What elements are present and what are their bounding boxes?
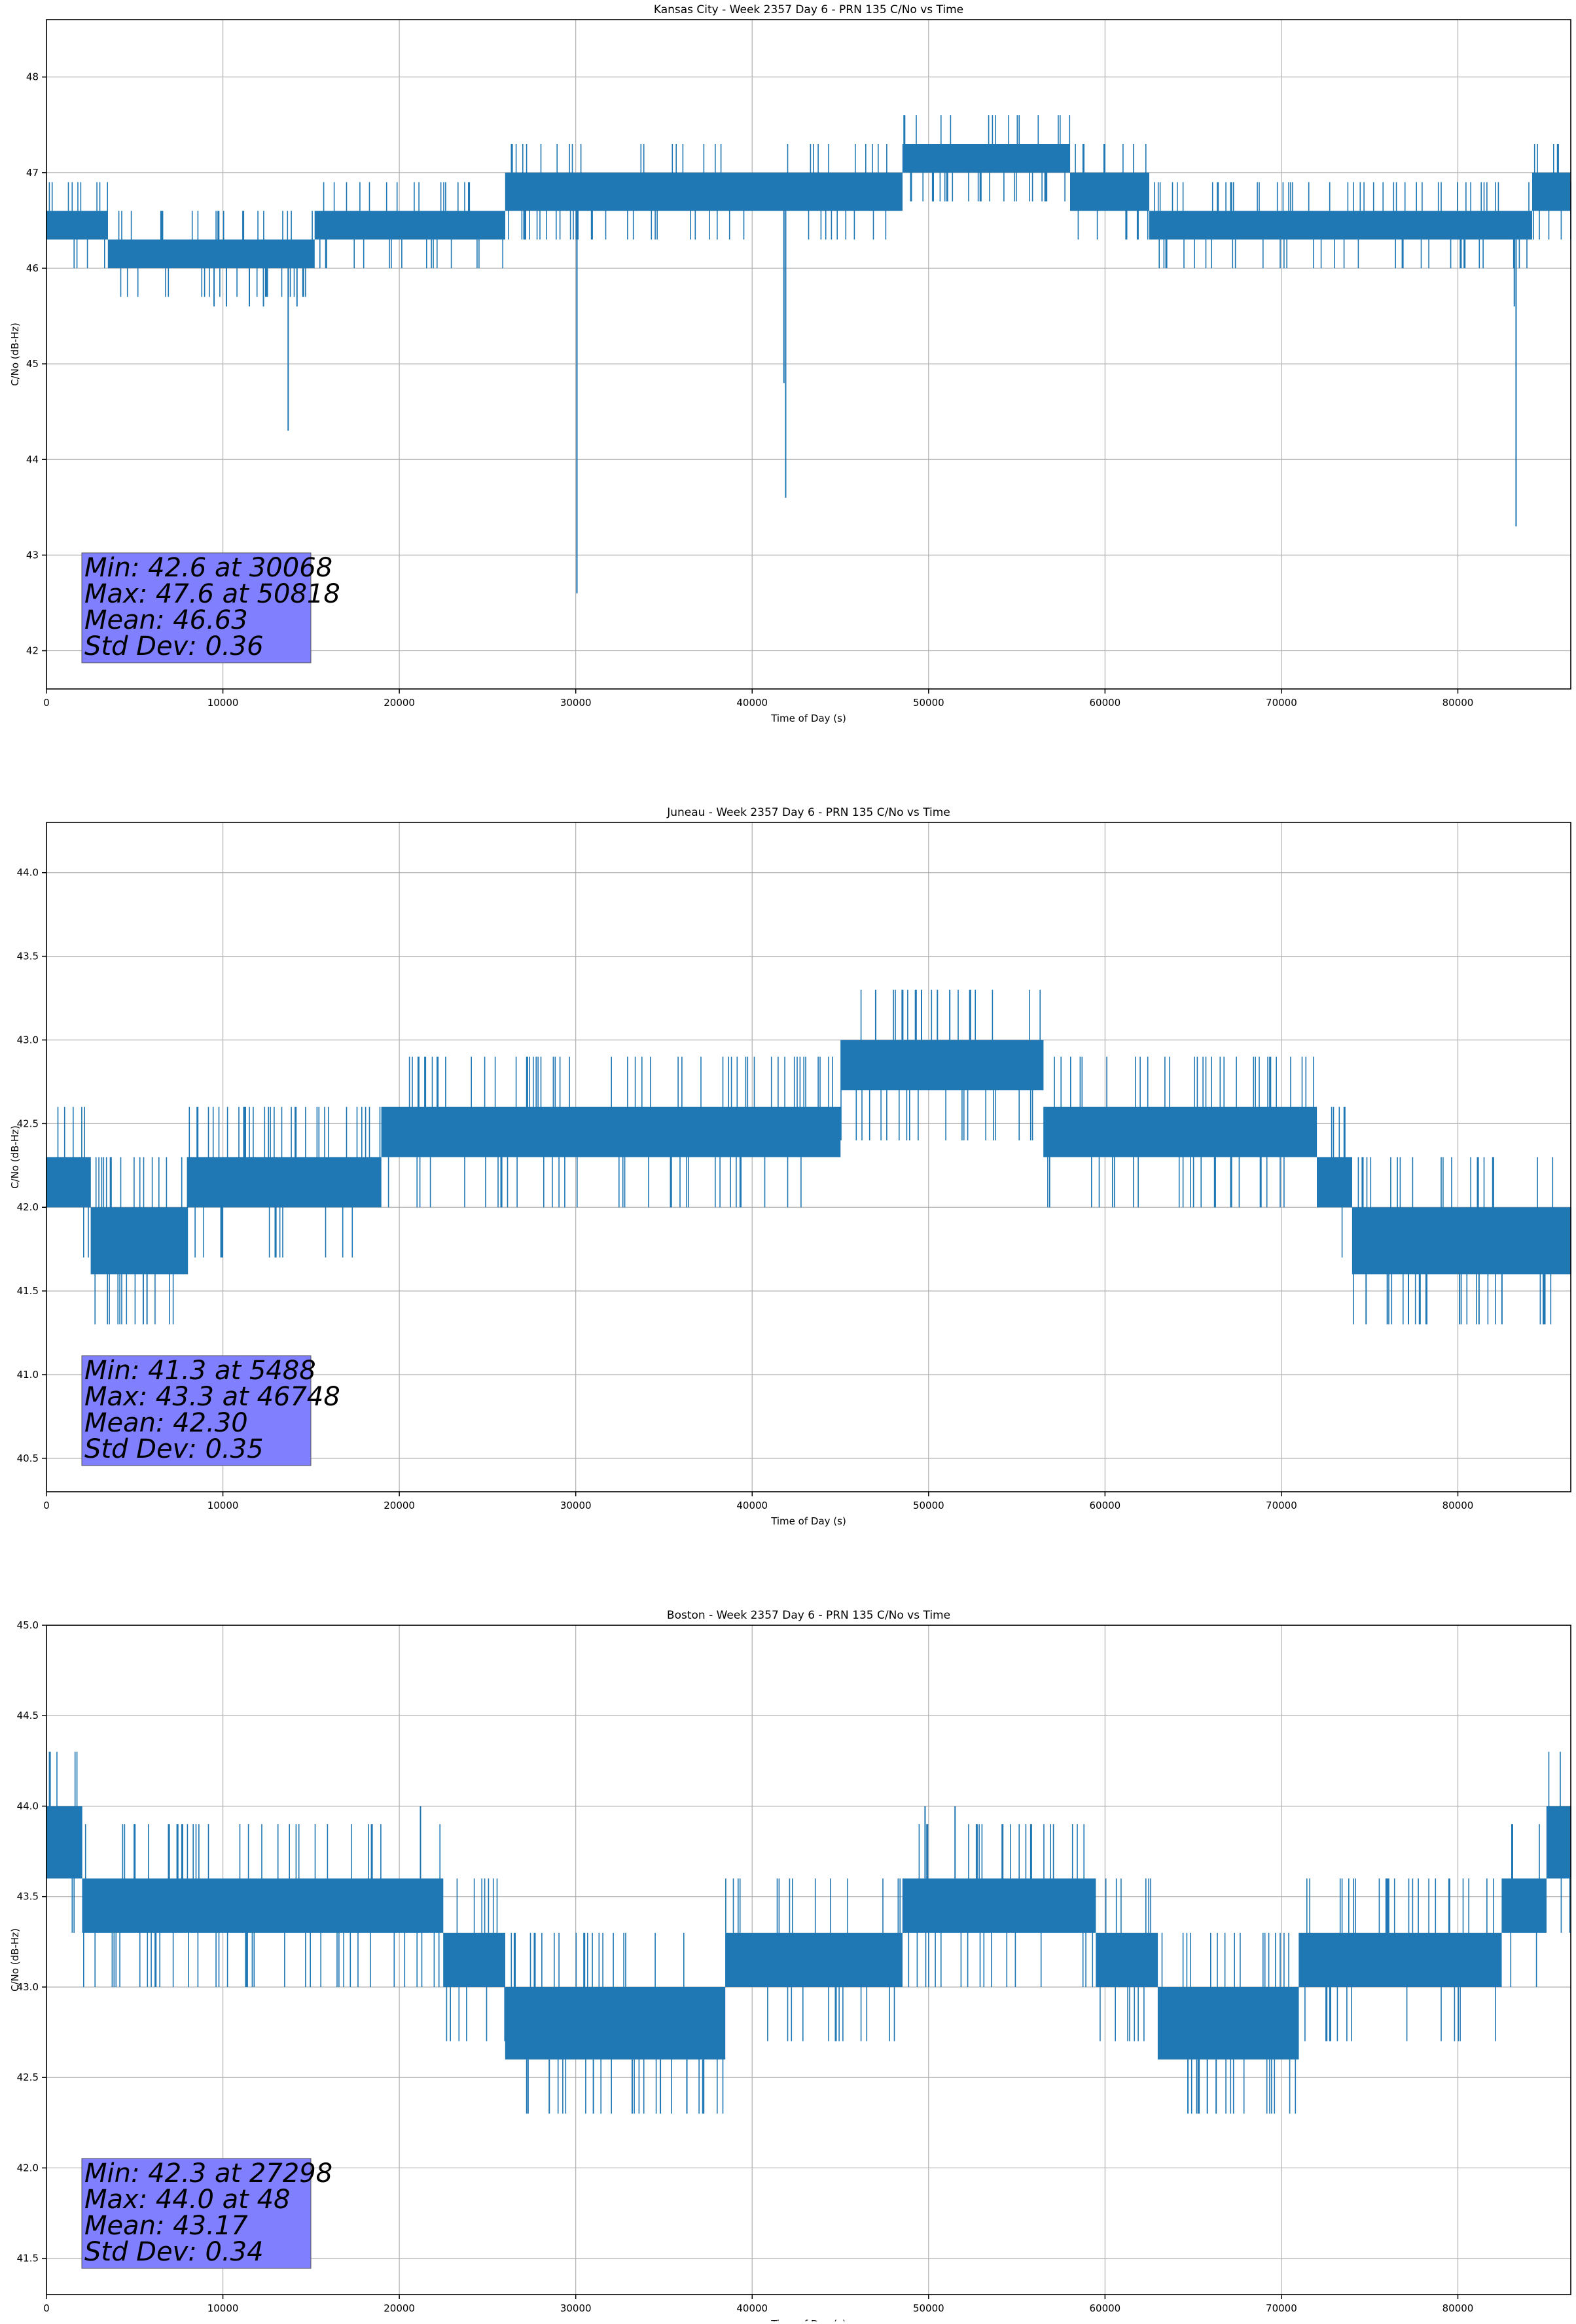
x-tick-label: 60000 — [1090, 697, 1121, 709]
x-tick-label: 60000 — [1090, 1500, 1121, 1511]
y-axis-label: C/No (dB-Hz) — [9, 323, 21, 386]
stats-line: Std Dev: 0.35 — [84, 1434, 264, 1464]
x-axis-label: Time of Day (s) — [770, 713, 846, 724]
x-tick-label: 20000 — [384, 697, 415, 709]
y-tick-label: 44.0 — [17, 1800, 39, 1812]
y-tick-label: 46 — [26, 262, 39, 274]
stats-line: Min: 41.3 at 5488 — [84, 1356, 316, 1386]
x-tick-label: 10000 — [207, 697, 239, 709]
plot-frame — [46, 1625, 1571, 2295]
stats-line: Std Dev: 0.36 — [84, 631, 264, 661]
y-tick-label: 43.5 — [17, 951, 39, 962]
stats-line: Std Dev: 0.34 — [84, 2237, 264, 2267]
x-tick-label: 80000 — [1442, 1500, 1474, 1511]
x-tick-label: 40000 — [736, 1500, 768, 1511]
y-tick-label: 41.5 — [17, 2253, 39, 2264]
chart-panel-2: 0 10000 20000 30000 40000 50000 60000 70000 8000… — [9, 806, 1571, 1527]
x-tick-label: 50000 — [913, 1500, 944, 1511]
x-tick-label: 50000 — [913, 2302, 944, 2314]
x-tick-label: 0 — [43, 697, 50, 709]
x-tick-label: 40000 — [736, 2302, 768, 2314]
x-tick-label: 30000 — [560, 1500, 592, 1511]
stats-line: Mean: 42.30 — [84, 1408, 248, 1438]
x-tick-label: 30000 — [560, 697, 592, 709]
y-tick-label: 42.5 — [17, 2071, 39, 2083]
chart-title: Kansas City - Week 2357 Day 6 - PRN 135 … — [654, 3, 963, 16]
x-tick-label: 20000 — [384, 1500, 415, 1511]
y-tick-label: 43.0 — [17, 1034, 39, 1046]
stats-box — [81, 1355, 312, 1466]
y-axis-label: C/No (dB-Hz) — [9, 1125, 21, 1189]
y-tick-label: 45.0 — [17, 1619, 39, 1631]
x-tick-label: 0 — [43, 1500, 50, 1511]
y-tick-label: 43 — [26, 549, 39, 561]
stats-line: Max: 44.0 at 48 — [84, 2185, 290, 2215]
plot-frame — [46, 822, 1571, 1492]
y-tick-label: 44.5 — [17, 1710, 39, 1721]
stats-line: Mean: 46.63 — [84, 605, 248, 635]
x-tick-label: 0 — [43, 2302, 50, 2314]
x-tick-label: 30000 — [560, 2302, 592, 2314]
x-tick-label: 70000 — [1266, 2302, 1297, 2314]
x-tick-label: 60000 — [1090, 2302, 1121, 2314]
x-tick-label: 20000 — [384, 2302, 415, 2314]
y-tick-label: 42 — [26, 645, 39, 657]
chart-panel-3: 0 10000 20000 30000 40000 50000 60000 70000 8000… — [9, 1609, 1571, 2324]
y-tick-label: 42.5 — [17, 1118, 39, 1129]
chart-title: Juneau - Week 2357 Day 6 - PRN 135 C/No … — [666, 806, 950, 819]
y-tick-label: 47 — [26, 167, 39, 179]
plot-frame — [46, 19, 1571, 690]
stats-line: Max: 43.3 at 46748 — [84, 1382, 340, 1412]
x-tick-label: 10000 — [207, 1500, 239, 1511]
stats-line: Min: 42.6 at 30068 — [84, 553, 332, 583]
stats-box — [81, 552, 312, 663]
stats-line: Min: 42.3 at 27298 — [84, 2158, 332, 2189]
y-axis-label: C/No (dB-Hz) — [9, 1928, 21, 1992]
y-tick-label: 43.5 — [17, 1891, 39, 1903]
y-tick-label: 44 — [26, 453, 39, 465]
x-tick-label: 80000 — [1442, 697, 1474, 709]
x-tick-label: 40000 — [736, 697, 768, 709]
y-tick-label: 41.0 — [17, 1369, 39, 1381]
y-tick-label: 40.5 — [17, 1452, 39, 1464]
chart-title: Boston - Week 2357 Day 6 - PRN 135 C/No … — [667, 1609, 950, 1622]
y-tick-label: 42.0 — [17, 2162, 39, 2174]
x-tick-label: 70000 — [1266, 697, 1297, 709]
x-tick-label: 80000 — [1442, 2302, 1474, 2314]
x-axis-label: Time of Day (s) — [770, 1515, 846, 1527]
chart-panel-1: 0 10000 20000 30000 40000 50000 60000 70000 8000… — [9, 3, 1571, 724]
y-tick-label: 45 — [26, 358, 39, 370]
x-tick-label: 50000 — [913, 697, 944, 709]
y-tick-label: 43.0 — [17, 1981, 39, 1993]
x-tick-label: 10000 — [207, 2302, 239, 2314]
y-tick-label: 44.0 — [17, 867, 39, 879]
x-axis-label: Time of Day (s) — [770, 2318, 846, 2321]
stats-box — [81, 2158, 312, 2269]
cno-series-line — [46, 115, 1571, 297]
y-tick-label: 42.0 — [17, 1201, 39, 1213]
x-tick-label: 70000 — [1266, 1500, 1297, 1511]
y-tick-label: 41.5 — [17, 1285, 39, 1297]
stats-line: Max: 47.6 at 50818 — [84, 579, 340, 609]
stats-line: Mean: 43.17 — [84, 2211, 248, 2241]
y-tick-label: 48 — [26, 71, 39, 83]
